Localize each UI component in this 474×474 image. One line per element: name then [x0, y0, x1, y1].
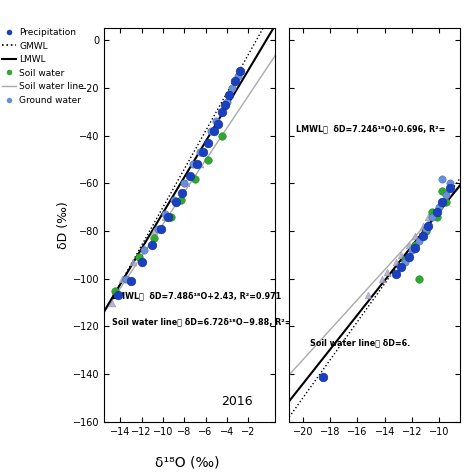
Point [232, 77, 239, 85]
Point [151, 228, 158, 235]
Point [422, 228, 429, 235]
Point [392, 270, 400, 278]
Point [196, 161, 204, 168]
Point [148, 242, 156, 249]
Legend: Precipitation, GMWL, LMWL, Soil water, Soil water line, Ground water: Precipitation, GMWL, LMWL, Soil water, S… [0, 25, 88, 108]
Point [157, 225, 164, 233]
Point [425, 213, 432, 220]
Text: Soil water line： δD=6.: Soil water line： δD=6. [310, 338, 410, 347]
Point [182, 180, 190, 187]
Point [200, 149, 207, 156]
Text: Soil water line： δD=6.72δ¹⁸O−9.88, R²=0.967: Soil water line： δD=6.72δ¹⁸O−9.88, R²=0.… [112, 317, 316, 326]
Point [181, 180, 188, 187]
Point [154, 225, 161, 233]
Point [378, 275, 386, 283]
Point [397, 251, 405, 259]
Point [127, 277, 135, 285]
Point [215, 120, 222, 128]
Point [405, 242, 413, 249]
Point [210, 127, 218, 135]
Point [425, 223, 432, 230]
Point [178, 189, 186, 197]
Point [221, 101, 228, 109]
Point [383, 268, 391, 275]
Point [433, 208, 440, 216]
Point [196, 149, 204, 156]
Point [168, 213, 175, 220]
Point [419, 232, 427, 240]
Point [151, 235, 158, 242]
Point [193, 161, 201, 168]
Point [438, 187, 446, 194]
Point [140, 244, 147, 252]
Point [419, 223, 427, 230]
Point [191, 175, 199, 182]
Point [108, 299, 116, 306]
Point [204, 139, 211, 146]
Point [218, 132, 226, 139]
Point [319, 373, 327, 380]
Text: LMWL：  δD=7.24δ¹⁸O+0.696, R²=: LMWL： δD=7.24δ¹⁸O+0.696, R²= [296, 124, 446, 133]
Point [170, 196, 177, 204]
Point [236, 68, 244, 75]
Point [422, 225, 429, 233]
Point [172, 199, 180, 206]
Point [234, 73, 241, 80]
Y-axis label: δD (‰): δD (‰) [57, 201, 70, 249]
Point [415, 237, 423, 245]
Point [138, 258, 146, 266]
Text: δ¹⁸O (‰): δ¹⁸O (‰) [155, 455, 219, 469]
Point [207, 127, 215, 135]
Point [129, 258, 137, 266]
Point [136, 254, 143, 261]
Point [114, 292, 122, 299]
Point [140, 246, 147, 254]
Point [228, 84, 236, 92]
Point [411, 242, 419, 249]
Point [442, 199, 450, 206]
Point [411, 232, 419, 240]
Point [408, 246, 416, 254]
Point [204, 156, 211, 164]
Point [218, 108, 226, 116]
Point [401, 256, 409, 264]
Point [172, 196, 180, 204]
Point [442, 191, 450, 199]
Point [177, 196, 185, 204]
Point [161, 210, 169, 218]
Text: LMWL：  δD=7.48δ¹⁸O+2.43, R²=0.971: LMWL： δD=7.48δ¹⁸O+2.43, R²=0.971 [112, 291, 281, 300]
Point [186, 173, 193, 180]
Point [164, 213, 172, 220]
Point [405, 254, 413, 261]
Point [438, 199, 446, 206]
Point [438, 175, 446, 182]
Point [411, 244, 419, 252]
Point [225, 91, 233, 99]
Point [212, 118, 220, 125]
Point [428, 213, 436, 220]
Point [447, 180, 454, 187]
Point [161, 213, 169, 220]
Point [447, 184, 454, 192]
Point [415, 275, 423, 283]
Point [428, 208, 436, 216]
Point [223, 99, 231, 106]
Point [401, 258, 409, 266]
Text: 2016: 2016 [221, 395, 253, 408]
Point [365, 292, 372, 299]
Point [392, 258, 400, 266]
Point [111, 287, 118, 294]
Point [118, 275, 126, 283]
Point [433, 213, 440, 220]
Point [397, 263, 405, 271]
Point [436, 203, 443, 211]
Point [189, 161, 197, 168]
Point [122, 275, 129, 283]
